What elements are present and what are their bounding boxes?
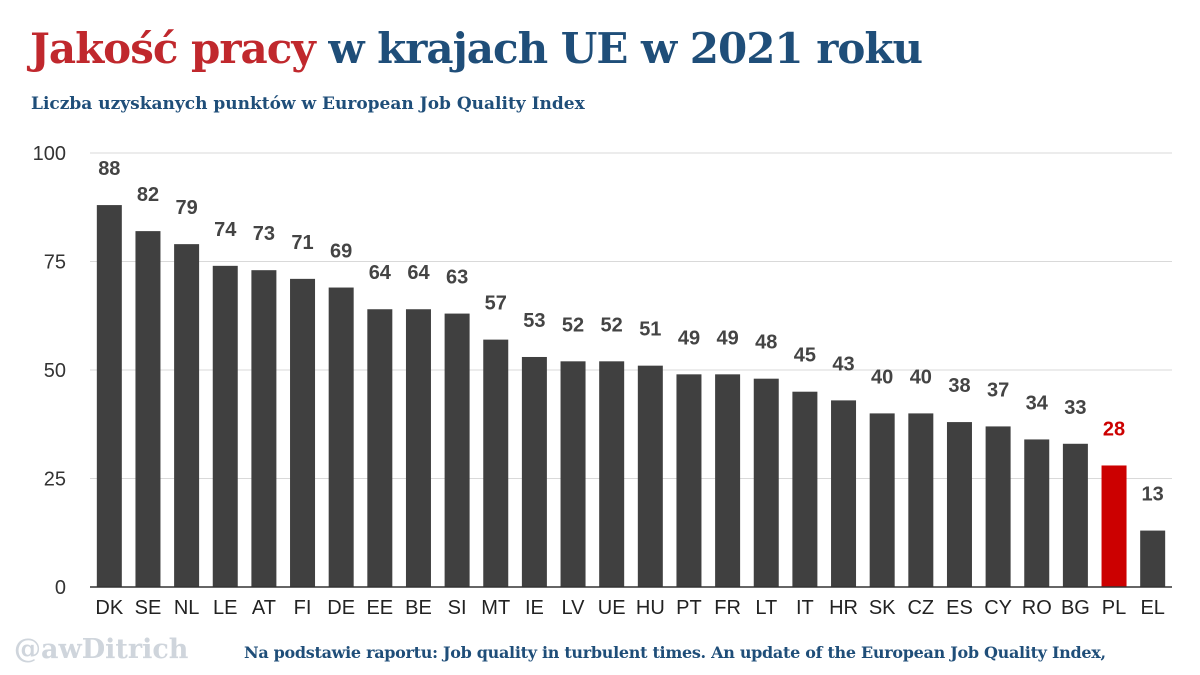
value-label-cy: 37 xyxy=(987,379,1009,401)
category-label-de: DE xyxy=(327,597,355,619)
bar-fr xyxy=(715,374,741,587)
category-label-bg: BG xyxy=(1061,597,1090,619)
bar-pl xyxy=(1101,465,1127,587)
value-label-ro: 34 xyxy=(1026,392,1049,414)
bar-mt xyxy=(483,339,509,587)
value-label-sk: 40 xyxy=(871,366,893,388)
bar-it xyxy=(792,391,818,587)
category-label-be: BE xyxy=(405,597,432,619)
y-tick-label: 75 xyxy=(44,252,66,274)
bar-cy xyxy=(985,426,1011,587)
category-label-ue: UE xyxy=(598,597,626,619)
category-label-se: SE xyxy=(135,597,162,619)
bar-chart: 88 82 79 74 73 71 69 64 64 63 57 53 52 52 51 49 49 48 45 43… xyxy=(33,143,1172,619)
axes: 0 25 50 75 100 DK SE NL LE AT FI DE EE BE SI MT IE LV UE HU… xyxy=(33,143,1172,619)
category-label-hu: HU xyxy=(636,597,665,619)
value-label-dk: 88 xyxy=(98,158,120,180)
value-label-hr: 43 xyxy=(832,353,854,375)
value-label-it: 45 xyxy=(794,345,816,367)
bar-be xyxy=(405,309,431,587)
value-label-be: 64 xyxy=(407,262,430,284)
bar-dk xyxy=(96,205,122,587)
value-label-fr: 49 xyxy=(716,327,738,349)
category-label-lv: LV xyxy=(562,597,586,619)
chart-title-rest: w krajach UE w 2021 roku xyxy=(328,24,923,73)
bar-at xyxy=(251,270,277,587)
bar-sk xyxy=(869,413,895,587)
bar-cz xyxy=(908,413,934,587)
bar-ro xyxy=(1024,439,1050,587)
value-label-ue: 52 xyxy=(601,314,623,336)
bar-lv xyxy=(560,361,586,587)
source-note: Na podstawie raportu: Job quality in tur… xyxy=(244,643,1106,662)
bar-de xyxy=(328,287,354,587)
value-label-fi: 71 xyxy=(291,232,313,254)
bar-lt xyxy=(753,378,779,587)
y-tick-label: 0 xyxy=(55,577,66,599)
y-tick-label: 25 xyxy=(44,469,66,491)
category-label-es: ES xyxy=(946,597,973,619)
chart-title: Jakość pracy w krajach UE w 2021 roku xyxy=(30,24,923,73)
bar-hr xyxy=(831,400,857,587)
author-watermark: @awDitrich xyxy=(14,634,189,665)
value-label-bg: 33 xyxy=(1064,397,1086,419)
category-label-lt: LT xyxy=(755,597,777,619)
category-label-le: LE xyxy=(213,597,237,619)
category-label-el: EL xyxy=(1140,597,1164,619)
bar-es xyxy=(946,422,972,587)
value-label-le: 74 xyxy=(214,219,237,241)
category-label-ie: IE xyxy=(525,597,544,619)
bar-si xyxy=(444,313,470,587)
value-label-el: 13 xyxy=(1142,484,1164,506)
value-label-ee: 64 xyxy=(369,262,392,284)
value-label-cz: 40 xyxy=(910,366,932,388)
category-label-nl: NL xyxy=(174,597,200,619)
chart-title-highlight: Jakość pracy xyxy=(30,24,316,73)
category-label-pt: PT xyxy=(676,597,702,619)
value-label-hu: 51 xyxy=(639,319,661,341)
category-label-fr: FR xyxy=(714,597,741,619)
value-label-si: 63 xyxy=(446,267,468,289)
value-label-nl: 79 xyxy=(175,197,197,219)
y-tick-label: 50 xyxy=(44,360,66,382)
bar-bg xyxy=(1062,443,1088,587)
bar-le xyxy=(212,265,238,587)
bar-ie xyxy=(521,356,547,587)
category-label-at: AT xyxy=(252,597,276,619)
bar-pt xyxy=(676,374,702,587)
category-label-fi: FI xyxy=(294,597,312,619)
data-labels: 88 82 79 74 73 71 69 64 64 63 57 53 52 52 51 49 49 48 45 43… xyxy=(98,158,1164,506)
value-label-lv: 52 xyxy=(562,314,584,336)
value-label-mt: 57 xyxy=(485,293,507,315)
category-label-it: IT xyxy=(796,597,814,619)
bar-el xyxy=(1140,530,1166,587)
bar-hu xyxy=(637,365,663,587)
category-label-sk: SK xyxy=(869,597,896,619)
value-label-lt: 48 xyxy=(755,332,777,354)
category-label-ro: RO xyxy=(1022,597,1052,619)
category-label-mt: MT xyxy=(481,597,510,619)
category-label-si: SI xyxy=(448,597,467,619)
category-label-pl: PL xyxy=(1102,597,1126,619)
value-label-pl: 28 xyxy=(1103,418,1125,440)
bar-ee xyxy=(367,309,393,587)
category-label-hr: HR xyxy=(829,597,858,619)
chart-subtitle: Liczba uzyskanych punktów w European Job… xyxy=(31,94,585,114)
value-label-ie: 53 xyxy=(523,310,545,332)
bar-ue xyxy=(599,361,625,587)
bar-se xyxy=(135,231,161,587)
value-label-es: 38 xyxy=(948,375,970,397)
value-label-de: 69 xyxy=(330,241,352,263)
category-label-dk: DK xyxy=(95,597,123,619)
y-tick-label: 100 xyxy=(33,143,66,165)
bar-nl xyxy=(174,244,200,587)
value-label-at: 73 xyxy=(253,223,275,245)
bars xyxy=(96,205,1166,587)
category-label-cz: CZ xyxy=(907,597,934,619)
category-label-ee: EE xyxy=(366,597,393,619)
category-label-cy: CY xyxy=(984,597,1012,619)
value-label-pt: 49 xyxy=(678,327,700,349)
bar-fi xyxy=(290,278,316,587)
value-label-se: 82 xyxy=(137,184,159,206)
